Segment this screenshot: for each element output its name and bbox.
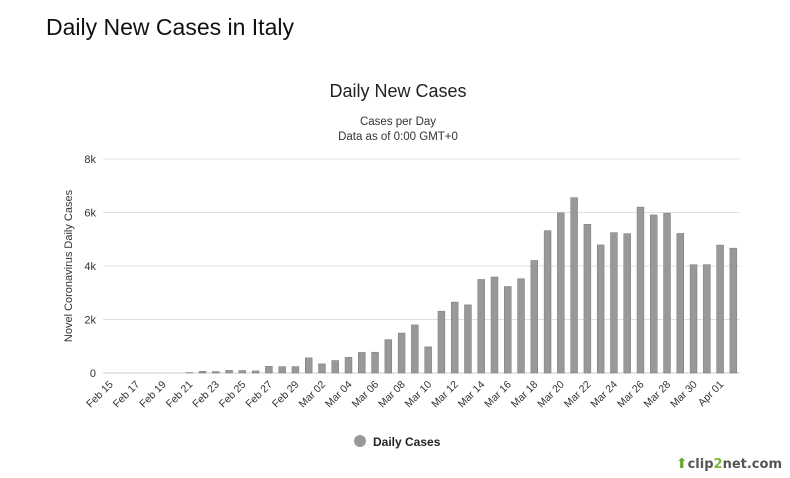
bar[interactable]: [689, 264, 698, 374]
bar[interactable]: [265, 366, 273, 374]
x-tick-label: Mar 08: [376, 379, 408, 411]
bar[interactable]: [623, 233, 631, 374]
legend-label: Daily Cases: [373, 435, 441, 449]
watermark-suffix: net.com: [722, 457, 782, 472]
bar[interactable]: [251, 370, 260, 374]
bar[interactable]: [596, 244, 605, 374]
x-tick-label: Mar 02: [297, 379, 329, 411]
bar[interactable]: [703, 264, 711, 374]
bar[interactable]: [729, 247, 738, 374]
page-title: Daily New Cases in Italy: [46, 14, 294, 40]
y-axis-ticks: 0 2k 4k 6k 8k: [84, 154, 96, 380]
y-tick-label: 0: [90, 368, 96, 380]
x-tick-label: Feb 23: [190, 379, 222, 411]
bar[interactable]: [450, 301, 459, 374]
bars: [185, 197, 738, 374]
x-tick-label: Mar 12: [429, 379, 461, 411]
x-tick-label: Feb 15: [84, 379, 116, 411]
x-tick-label: Mar 26: [615, 379, 647, 411]
x-tick-label: Feb 25: [217, 379, 249, 411]
bar[interactable]: [437, 310, 446, 374]
x-tick-label: Feb 19: [137, 379, 169, 411]
y-tick-label: 6k: [84, 208, 96, 220]
x-tick-label: Mar 06: [350, 379, 382, 411]
bar[interactable]: [411, 324, 419, 374]
bar[interactable]: [397, 332, 406, 374]
x-tick-label: Mar 18: [509, 379, 541, 411]
bar[interactable]: [636, 206, 645, 374]
bar[interactable]: [278, 366, 286, 374]
bar[interactable]: [650, 214, 658, 374]
bar[interactable]: [291, 366, 300, 374]
bar[interactable]: [530, 260, 538, 374]
bar[interactable]: [225, 370, 233, 374]
bar[interactable]: [424, 346, 432, 374]
y-axis-label: Novel Coronavirus Daily Cases: [63, 189, 75, 342]
chart-title: Daily New Cases: [329, 81, 466, 101]
bar[interactable]: [543, 230, 552, 374]
x-tick-label: Mar 30: [668, 379, 700, 411]
watermark-prefix: clip: [687, 457, 714, 472]
chart-subtitle-line1: Cases per Day: [360, 116, 436, 128]
y-tick-label: 8k: [84, 154, 96, 166]
y-tick-label: 2k: [84, 315, 96, 327]
bar[interactable]: [583, 224, 592, 374]
bar[interactable]: [716, 244, 724, 374]
bar[interactable]: [212, 371, 220, 374]
x-tick-label: Feb 29: [270, 379, 302, 411]
x-tick-label: Mar 20: [535, 379, 567, 411]
arrow-up-icon: ⬆: [675, 456, 688, 472]
bar[interactable]: [371, 351, 379, 374]
bar[interactable]: [358, 352, 366, 374]
x-tick-label: Mar 16: [482, 379, 514, 411]
bar[interactable]: [198, 371, 207, 374]
x-tick-label: Feb 17: [111, 379, 143, 411]
bar[interactable]: [504, 286, 512, 374]
bar[interactable]: [610, 232, 618, 374]
bar[interactable]: [477, 279, 485, 374]
grid-lines: [103, 158, 740, 374]
y-tick-label: 4k: [84, 261, 96, 273]
bar[interactable]: [305, 357, 313, 374]
x-tick-label: Feb 21: [164, 379, 196, 411]
bar[interactable]: [331, 360, 339, 374]
bar[interactable]: [238, 370, 247, 374]
watermark-logo: ⬆clip2net.com: [676, 456, 782, 472]
watermark-digit: 2: [713, 457, 723, 472]
x-tick-label: Mar 10: [403, 379, 435, 411]
legend[interactable]: Daily Cases: [354, 435, 441, 449]
legend-marker: [354, 435, 366, 447]
bar[interactable]: [344, 357, 353, 374]
bar[interactable]: [663, 212, 671, 374]
bar[interactable]: [490, 276, 499, 374]
x-tick-label: Mar 04: [323, 379, 355, 411]
bar[interactable]: [384, 339, 393, 374]
x-tick-label: Mar 14: [456, 379, 488, 411]
bar[interactable]: [318, 363, 326, 374]
x-tick-label: Feb 27: [243, 379, 275, 411]
x-tick-label: Apr 01: [696, 379, 726, 409]
bar[interactable]: [570, 197, 578, 374]
chart-subtitle-line2: Data as of 0:00 GMT+0: [338, 131, 458, 143]
x-tick-label: Mar 24: [588, 379, 620, 411]
x-tick-label: Mar 28: [642, 379, 674, 411]
x-tick-label: Mar 22: [562, 379, 594, 411]
bar[interactable]: [676, 233, 684, 374]
bar[interactable]: [557, 212, 565, 374]
bar[interactable]: [517, 278, 525, 374]
bar[interactable]: [464, 304, 472, 374]
